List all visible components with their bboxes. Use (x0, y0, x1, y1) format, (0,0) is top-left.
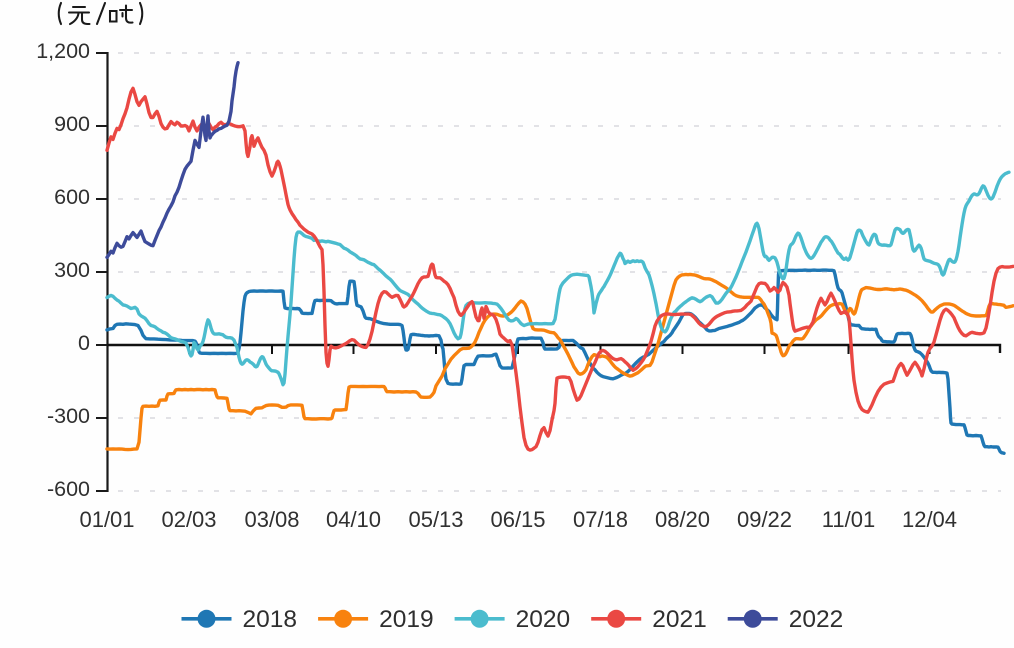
svg-text:04/10: 04/10 (326, 507, 381, 532)
svg-text:2022: 2022 (789, 606, 844, 633)
svg-text:01/01: 01/01 (79, 507, 134, 532)
svg-text:600: 600 (54, 185, 90, 209)
svg-text:05/13: 05/13 (408, 507, 463, 532)
svg-text:900: 900 (54, 112, 90, 136)
svg-text:300: 300 (54, 258, 90, 282)
svg-text:12/04: 12/04 (902, 507, 957, 532)
svg-text:-300: -300 (47, 404, 90, 428)
svg-text:09/22: 09/22 (737, 507, 792, 532)
svg-text:-600: -600 (47, 477, 90, 501)
svg-text:2020: 2020 (516, 606, 571, 633)
svg-text:1,200: 1,200 (36, 39, 90, 63)
svg-text:0: 0 (78, 331, 90, 355)
svg-text:03/08: 03/08 (244, 507, 299, 532)
svg-text:2021: 2021 (652, 606, 707, 633)
svg-text:06/15: 06/15 (490, 507, 545, 532)
svg-text:02/03: 02/03 (161, 507, 216, 532)
svg-text:07/18: 07/18 (573, 507, 628, 532)
svg-text:11/01: 11/01 (822, 507, 875, 532)
svg-text:08/20: 08/20 (655, 507, 710, 532)
svg-text:2019: 2019 (379, 606, 434, 633)
svg-text:2018: 2018 (243, 606, 298, 633)
